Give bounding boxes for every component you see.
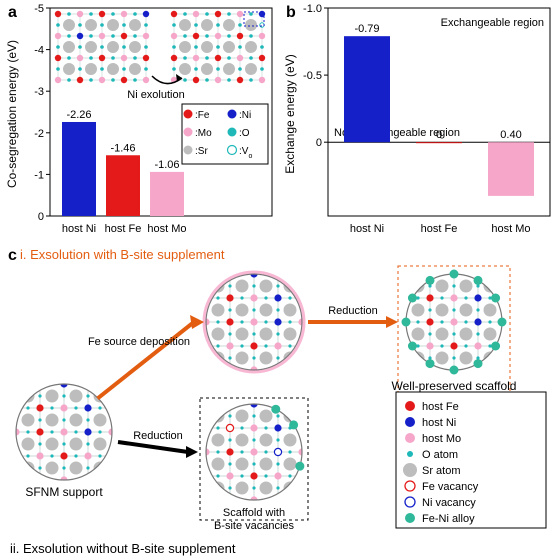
well-preserved-label: Well-preserved scaffold [392, 379, 517, 393]
panel-c-diagram: Fe source deposition Reduction Reduction S… [4, 262, 556, 542]
svg-text:-1.46: -1.46 [110, 142, 135, 154]
svg-text:Reduction: Reduction [328, 305, 378, 317]
svg-text:Ni vacancy: Ni vacancy [422, 497, 476, 509]
svg-text:Scaffold with: Scaffold with [223, 507, 285, 519]
top-row: a Co-segregation energy (eV) -5 -4 -3 -2 -1 0… [4, 4, 556, 241]
svg-text:host Mo: host Mo [491, 223, 530, 235]
svg-text:Fe source deposition: Fe source deposition [88, 336, 190, 348]
svg-text:host Fe: host Fe [421, 223, 458, 235]
svg-text:O atom: O atom [422, 449, 458, 461]
svg-text:0: 0 [316, 137, 322, 149]
svg-text::Ni: :Ni [239, 110, 251, 121]
fe-deposited-circle [202, 270, 305, 373]
svg-text:host Mo: host Mo [422, 433, 461, 445]
svg-text:Fe-Ni alloy: Fe-Ni alloy [422, 513, 475, 525]
svg-text:B-site vacancies: B-site vacancies [214, 520, 295, 532]
svg-text:-2: -2 [34, 128, 44, 140]
inset-process-label: Ni exolution [127, 89, 184, 101]
svg-text:host Ni: host Ni [422, 417, 456, 429]
figure: a Co-segregation energy (eV) -5 -4 -3 -2 -1 0… [0, 0, 560, 560]
panel-a-ylabel: Co-segregation energy (eV) [5, 40, 19, 188]
svg-text:host Ni: host Ni [350, 223, 384, 235]
panel-a-chart: Co-segregation energy (eV) -5 -4 -3 -2 -1 0 N… [4, 4, 276, 236]
svg-text:-4: -4 [34, 45, 44, 57]
region-top: Exchangeable region [441, 17, 544, 29]
svg-text::Mo: :Mo [195, 128, 212, 139]
svg-text:0: 0 [38, 211, 44, 223]
panel-b-xcats: host Ni host Fe host Mo [350, 223, 531, 235]
panel-a-label: a [8, 4, 17, 22]
panel-b-label: b [286, 4, 296, 22]
panel-a-xcats: host Ni host Fe host Mo [62, 223, 187, 235]
svg-text:-1.0: -1.0 [303, 4, 322, 15]
scaffold-vacancies-circle [202, 400, 305, 503]
svg-text:-2.26: -2.26 [66, 109, 91, 121]
svg-text:-1.06: -1.06 [154, 159, 179, 171]
svg-text:Reduction: Reduction [133, 430, 183, 442]
panel-b-ylabel: Exchange energy (eV) [283, 54, 297, 173]
svg-text::Fe: :Fe [195, 110, 210, 121]
svg-text:host Ni: host Ni [62, 223, 96, 235]
svg-text:Fe vacancy: Fe vacancy [422, 481, 479, 493]
svg-text:host Mo: host Mo [147, 223, 186, 235]
svg-text:-0.5: -0.5 [303, 70, 322, 82]
svg-text::Sr: :Sr [195, 146, 208, 157]
panel-a-inset-right [171, 11, 265, 83]
panel-c-label: c [8, 247, 17, 265]
well-preserved-circle [402, 270, 507, 375]
svg-text:-3: -3 [34, 86, 44, 98]
svg-text:host Fe: host Fe [422, 401, 459, 413]
svg-text:-0.79: -0.79 [354, 23, 379, 35]
panel-b-bars: -0.79 0 0.40 [344, 23, 534, 196]
panel-c: c i. Exsolution with B-site supplement F… [4, 247, 556, 556]
svg-text:host Fe: host Fe [105, 223, 142, 235]
panel-b-yticks: -1.0 -0.5 0 [303, 4, 328, 149]
title-i: i. Exsolution with B-site supplement [20, 247, 556, 262]
panel-a-bars: -2.26 -1.46 -1.06 [62, 109, 184, 216]
svg-text:Sr atom: Sr atom [422, 465, 461, 477]
svg-text:0: 0 [436, 129, 442, 141]
panel-a-inset-left [55, 11, 149, 83]
scaffold-label: Scaffold withB-site vacancies [214, 507, 295, 532]
panel-b: b Exchange energy (eV) -1.0 -0.5 0 Exchang… [282, 4, 554, 241]
svg-text:0.40: 0.40 [500, 129, 521, 141]
panel-a-yticks: -5 -4 -3 -2 -1 0 [34, 4, 50, 223]
sfnm-label: SFNM support [25, 485, 103, 499]
svg-text::O: :O [239, 128, 250, 139]
svg-text:-1: -1 [34, 169, 44, 181]
panel-b-chart: Exchange energy (eV) -1.0 -0.5 0 Exchangea… [282, 4, 554, 236]
panel-a: a Co-segregation energy (eV) -5 -4 -3 -2 -1 0… [4, 4, 276, 241]
svg-text:-5: -5 [34, 4, 44, 15]
title-ii: ii. Exsolution without B-site supplement [10, 541, 556, 556]
